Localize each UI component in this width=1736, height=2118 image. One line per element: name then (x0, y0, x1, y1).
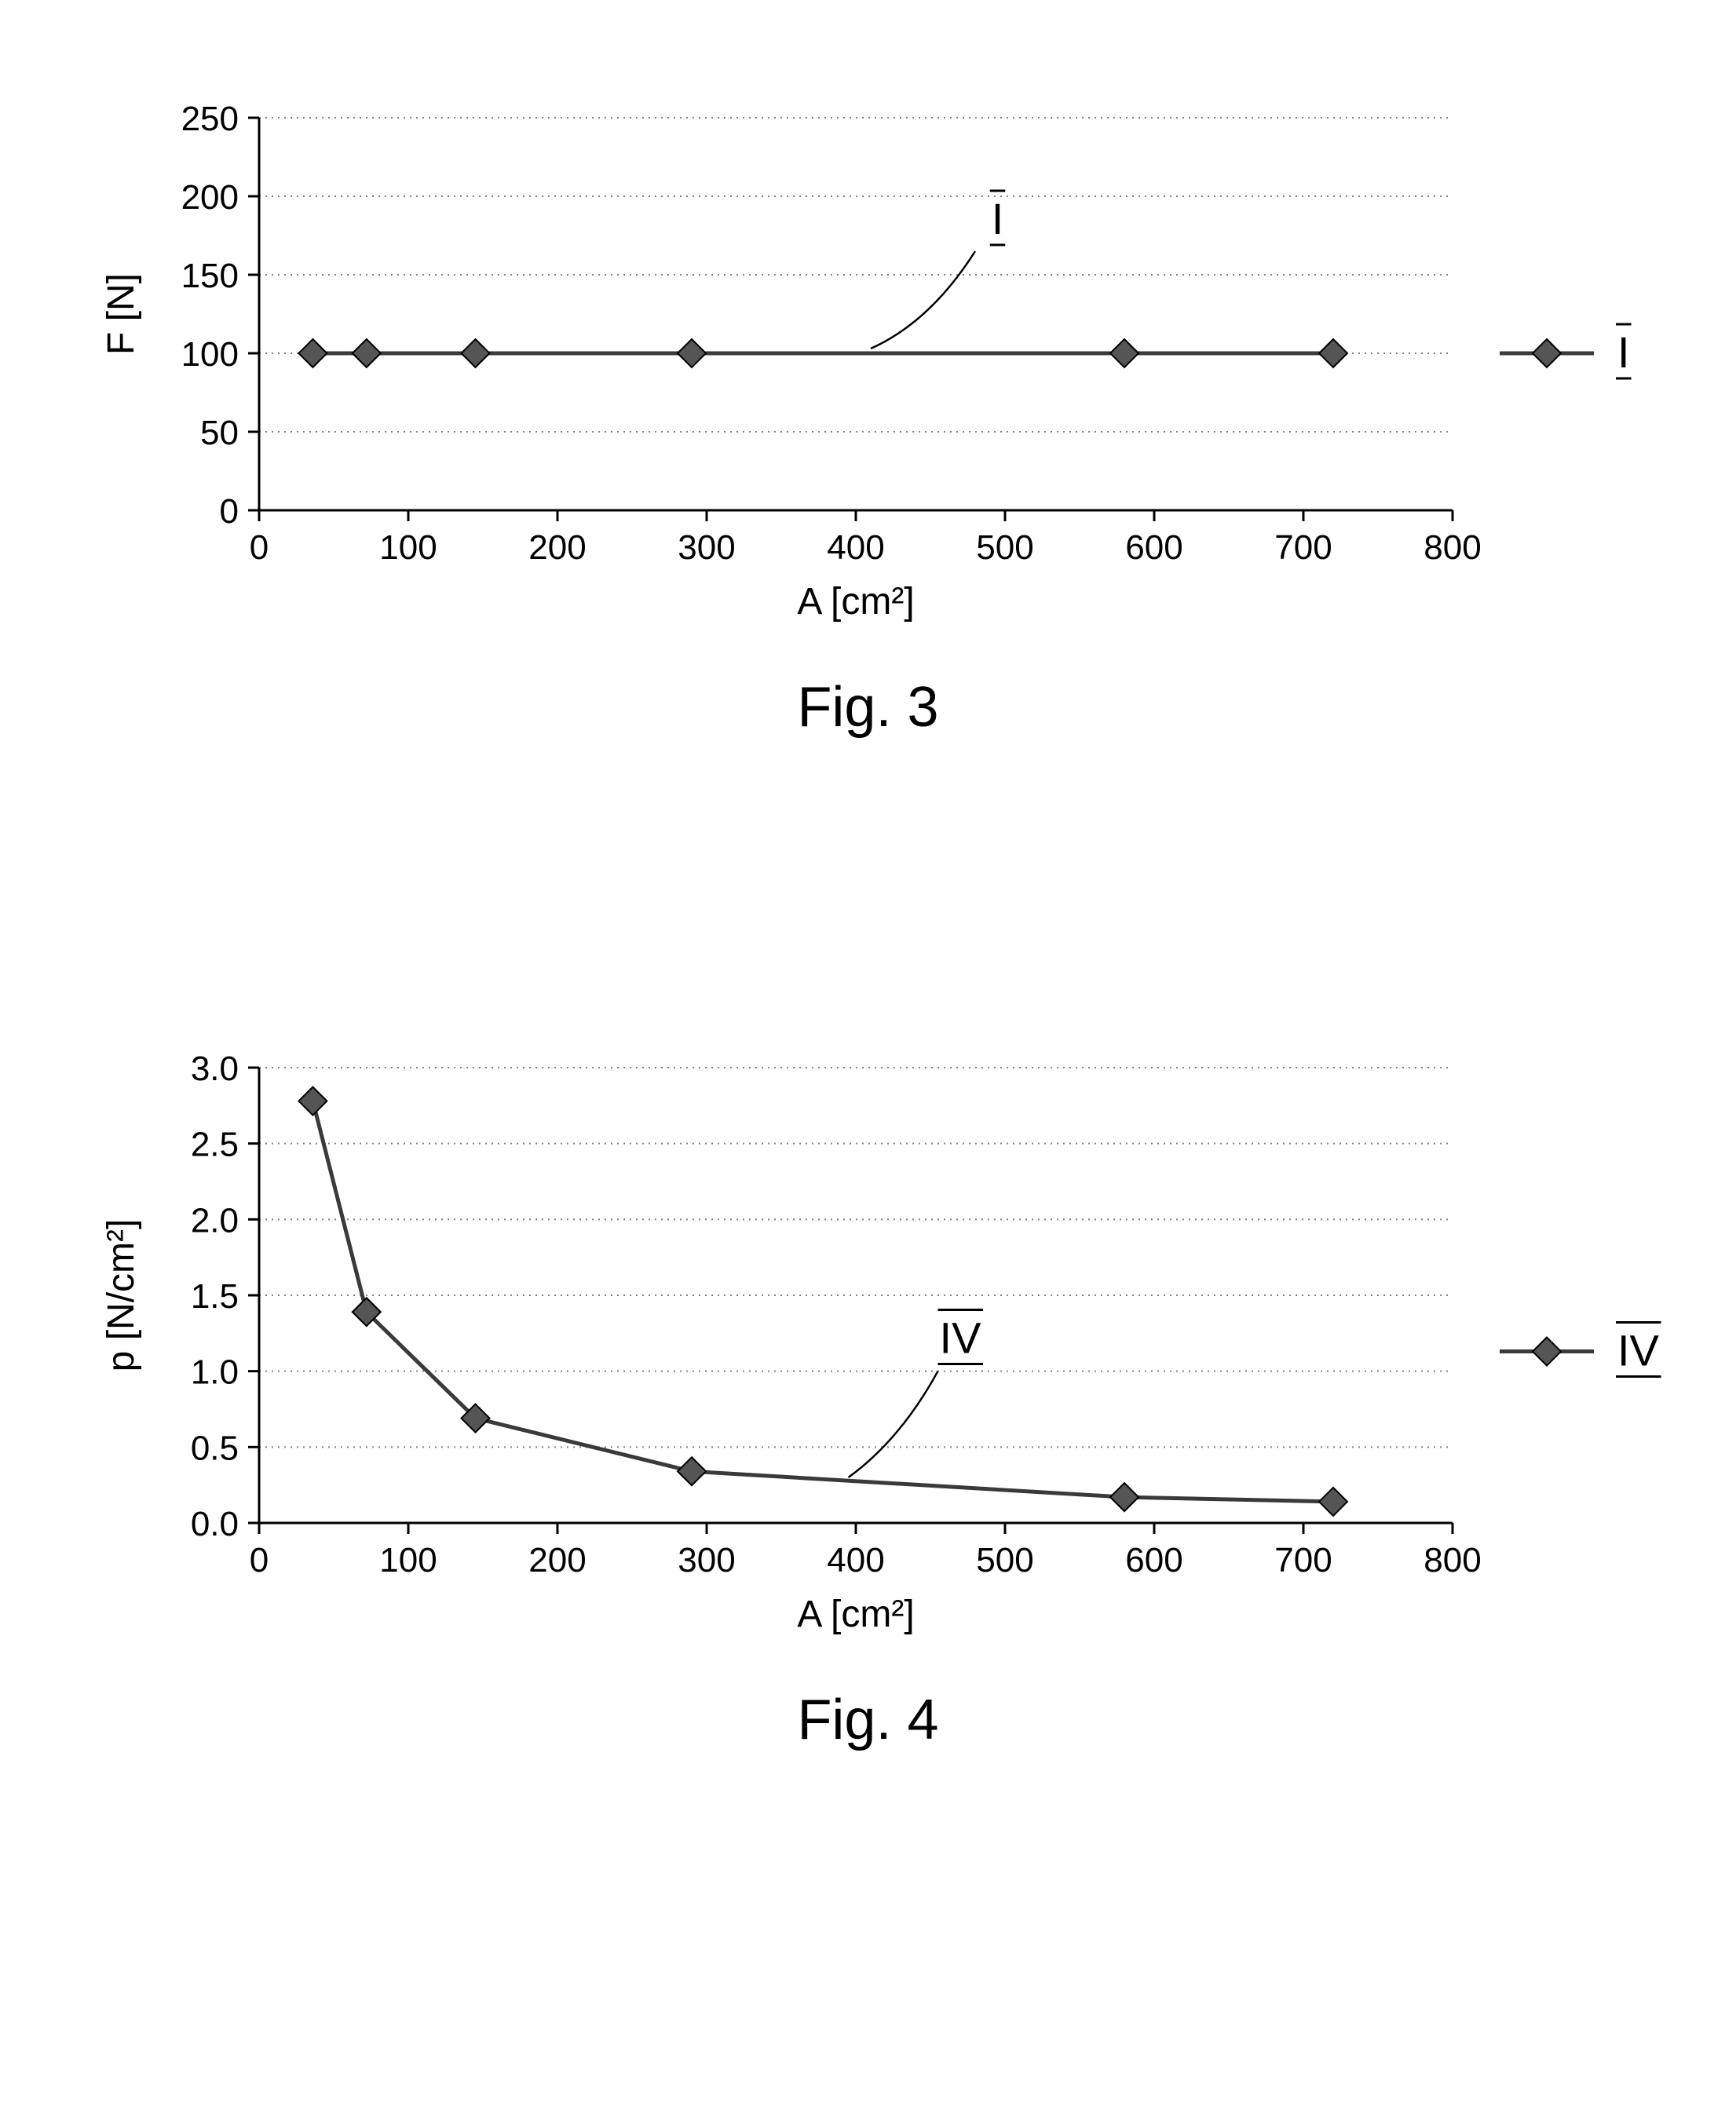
chart-svg-fig3: 0 50 100 150 200 250 0 100 200 300 400 500 600 700 800… (79, 94, 1688, 644)
svg-text:200: 200 (528, 528, 586, 567)
figure-3: 0 50 100 150 200 250 0 100 200 300 400 500 600 700 800… (79, 94, 1657, 739)
chart-fig4: 0.0 0.5 1.0 1.5 2.0 2.5 3.0 0 100 200 300 400 500 600… (79, 1044, 1657, 1656)
svg-text:300: 300 (678, 528, 735, 567)
svg-text:IV: IV (940, 1313, 982, 1362)
chart-fig3: 0 50 100 150 200 250 0 100 200 300 400 500 600 700 800… (79, 94, 1657, 644)
svg-text:300: 300 (678, 1541, 735, 1579)
svg-text:3.0: 3.0 (191, 1050, 239, 1088)
svg-text:0: 0 (250, 528, 269, 567)
svg-text:500: 500 (976, 528, 1033, 567)
svg-text:800: 800 (1424, 1541, 1481, 1579)
svg-text:700: 700 (1274, 528, 1332, 567)
chart-svg-fig4: 0.0 0.5 1.0 1.5 2.0 2.5 3.0 0 100 200 300 400 500 600… (79, 1044, 1688, 1656)
svg-text:IV: IV (1617, 1326, 1660, 1375)
caption-fig4: Fig. 4 (79, 1688, 1657, 1752)
svg-text:A [cm²]: A [cm²] (797, 581, 914, 623)
svg-text:I: I (992, 194, 1004, 243)
svg-text:400: 400 (827, 1541, 884, 1579)
svg-text:0.0: 0.0 (191, 1505, 239, 1543)
svg-text:A [cm²]: A [cm²] (797, 1594, 914, 1635)
svg-text:0.5: 0.5 (191, 1429, 239, 1467)
svg-text:150: 150 (181, 257, 239, 295)
svg-text:1.0: 1.0 (191, 1353, 239, 1392)
svg-text:50: 50 (200, 414, 239, 452)
svg-text:200: 200 (528, 1541, 586, 1579)
svg-text:700: 700 (1274, 1541, 1332, 1579)
svg-text:600: 600 (1125, 528, 1182, 567)
svg-text:2.0: 2.0 (191, 1201, 239, 1240)
svg-text:2.5: 2.5 (191, 1126, 239, 1164)
svg-text:250: 250 (181, 100, 239, 138)
svg-text:200: 200 (181, 178, 239, 217)
svg-text:0: 0 (220, 492, 239, 531)
svg-text:100: 100 (379, 528, 437, 567)
svg-text:400: 400 (827, 528, 884, 567)
svg-text:600: 600 (1125, 1541, 1182, 1579)
svg-text:100: 100 (379, 1541, 437, 1579)
svg-text:F [N]: F [N] (101, 273, 142, 355)
svg-text:0: 0 (250, 1541, 269, 1579)
svg-text:1.5: 1.5 (191, 1277, 239, 1316)
svg-text:500: 500 (976, 1541, 1033, 1579)
svg-text:I: I (1617, 327, 1630, 377)
caption-fig3: Fig. 3 (79, 675, 1657, 739)
figure-4: 0.0 0.5 1.0 1.5 2.0 2.5 3.0 0 100 200 300 400 500 600… (79, 1044, 1657, 1752)
svg-text:p [N/cm²]: p [N/cm²] (101, 1219, 142, 1372)
svg-text:100: 100 (181, 335, 239, 374)
svg-text:800: 800 (1424, 528, 1481, 567)
